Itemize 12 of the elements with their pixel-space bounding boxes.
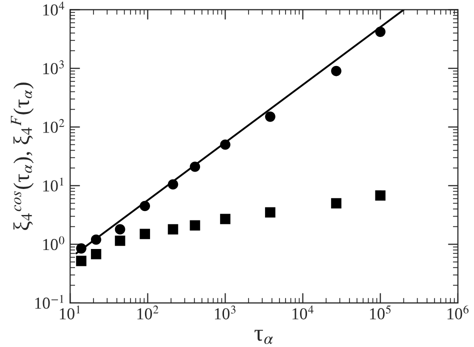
y-tick-label: 10$^{3}$ (43, 60, 64, 74)
x-tick-label: 10$^{4}$ (292, 306, 314, 320)
y-tick-label: 10$^{2}$ (43, 118, 64, 133)
y-tick-label: 10$^{0}$ (43, 236, 64, 250)
x-tick-label: 10$^{3}$ (214, 306, 236, 320)
x-tick-label: 10$^{5}$ (370, 305, 391, 320)
text: ξ$_{4}$$^{cos}$(τ$_{α}$), ξ$_{4}$$^{F}$(τ$_{α}$) (10, 82, 34, 230)
y-tick-label: 10$^{1}$ (43, 178, 64, 192)
x-tick-label: 10$^{2}$ (137, 306, 158, 320)
y-tick-label: 10$^{4}$ (43, 2, 64, 16)
x-axis-title: τ$_{α}$ (254, 330, 273, 344)
x-tick-label: 10$^{6}$ (448, 305, 469, 320)
